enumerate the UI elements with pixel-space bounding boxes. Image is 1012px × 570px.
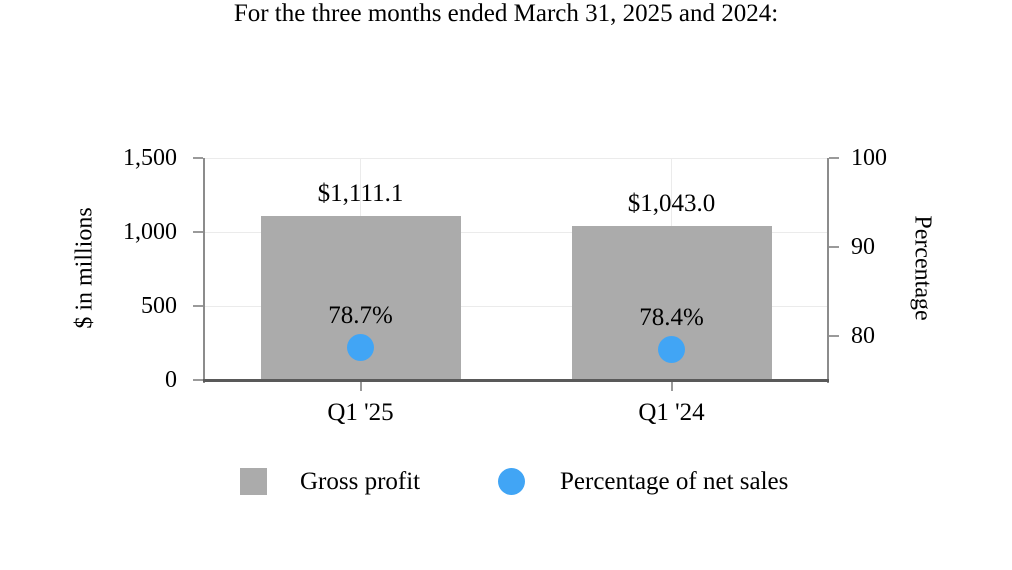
- legend: Gross profit Percentage of net sales: [0, 462, 1012, 502]
- point-value-label: 78.7%: [328, 301, 393, 329]
- percentage-of-net-sales-swatch: [498, 468, 525, 495]
- left-axis-line: [203, 158, 205, 383]
- bar-value-label: $1,043.0: [627, 189, 716, 217]
- right-axis-line: [827, 158, 829, 383]
- x-axis-tick: [359, 382, 362, 391]
- left-axis-tick-label: 1,000: [123, 219, 177, 245]
- left-axis-tick: [193, 157, 203, 159]
- bar-value-label: $1,111.1: [317, 179, 404, 207]
- left-axis-tick: [193, 305, 203, 307]
- x-category-label: Q1 '25: [327, 399, 394, 426]
- bottom-axis-line: [203, 379, 829, 382]
- gridline-horizontal: [205, 157, 827, 159]
- percentage-point-marker: [347, 333, 374, 361]
- x-axis-tick: [670, 382, 673, 391]
- left-axis-tick-label: 0: [165, 367, 177, 393]
- right-axis-tick: [829, 334, 839, 337]
- right-axis-title: Percentage: [909, 215, 936, 321]
- plot-area: $1,111.1 $1,043.0 78.7% 78.4% 0 500 1,000 1,500…: [123, 145, 887, 426]
- right-axis-tick-label: 100: [851, 145, 887, 171]
- legend-label-gross-profit: Gross profit: [300, 468, 421, 495]
- right-axis-tick-label: 90: [851, 233, 875, 260]
- point-value-label: 78.4%: [639, 304, 704, 332]
- x-category-label: Q1 '24: [638, 399, 705, 426]
- left-axis-tick-label: 500: [141, 293, 177, 319]
- left-axis-tick-label: 1,500: [123, 145, 177, 171]
- left-axis-tick: [193, 379, 203, 381]
- left-axis-tick: [193, 231, 203, 233]
- gross-profit-swatch: [240, 468, 267, 495]
- left-axis-title: $ in millions: [71, 207, 98, 329]
- right-axis-tick: [829, 157, 839, 159]
- percentage-point-marker: [658, 336, 685, 364]
- right-axis-tick-label: 80: [851, 322, 875, 349]
- right-axis-tick: [829, 245, 839, 248]
- chart-title: For the three months ended March 31, 202…: [233, 0, 779, 27]
- gridline-horizontal: [205, 305, 827, 307]
- gridline-horizontal: [205, 231, 827, 233]
- legend-label-percentage-of-net-sales: Percentage of net sales: [560, 468, 789, 495]
